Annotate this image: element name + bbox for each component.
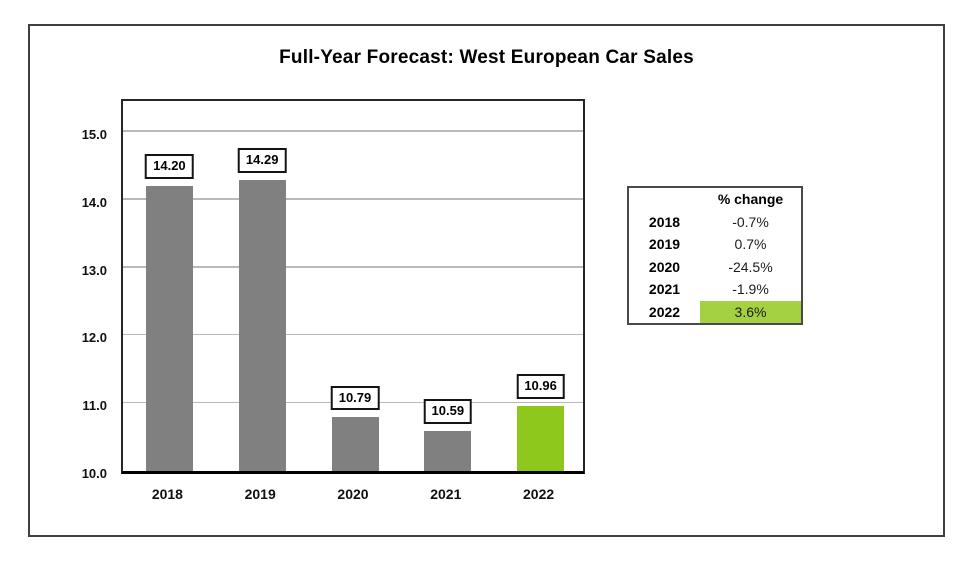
table-year: 2020 xyxy=(648,258,681,275)
pct-change-table: % change 2018 -0.7% 2019 0.7% 2020 -24.5% 2021… xyxy=(627,186,803,325)
table-row-2021: 2021 -1.9% xyxy=(629,278,801,301)
y-tick-label: 14.0 xyxy=(81,194,107,210)
gridline xyxy=(123,266,583,268)
x-tick-label-2018: 2018 xyxy=(151,486,183,502)
table-change-value: 3.6% xyxy=(700,300,801,323)
table-header-row: % change xyxy=(629,188,801,211)
bar-2018 xyxy=(145,186,193,471)
chart-title: Full-Year Forecast: West European Car Sa… xyxy=(279,47,694,68)
table-change-value: 0.7% xyxy=(734,236,767,253)
table-row-2020: 2020 -24.5% xyxy=(629,256,801,279)
table-change-value: -0.7% xyxy=(732,213,769,230)
x-tick-label-2020: 2020 xyxy=(337,486,369,502)
gridline xyxy=(123,333,583,336)
plot-area: 14.20 14.29 10.79 10.59 10.96 xyxy=(121,99,585,474)
bar-value-label-2022: 10.96 xyxy=(516,374,565,399)
y-tick-label: 15.0 xyxy=(81,126,107,142)
table-year: 2019 xyxy=(648,236,681,253)
table-row-2019: 2019 0.7% xyxy=(629,233,801,256)
bar-value-label-2021: 10.59 xyxy=(423,399,473,424)
bar-2022 xyxy=(517,405,565,471)
table-year: 2018 xyxy=(648,213,681,230)
table-year: 2021 xyxy=(648,281,681,298)
table-header-pct-change: % change xyxy=(717,191,784,208)
x-tick-label-2022: 2022 xyxy=(523,486,555,502)
table-change-value: -1.9% xyxy=(732,281,769,298)
table-year: 2022 xyxy=(648,303,681,320)
gridline xyxy=(123,130,583,132)
x-axis-tick-labels: 2018 2019 2020 2021 2022 xyxy=(121,486,585,506)
y-tick-label: 12.0 xyxy=(81,330,107,346)
table-change-value: -24.5% xyxy=(728,258,773,275)
bar-value-label-2020: 10.79 xyxy=(330,385,380,411)
y-axis-tick-labels: 15.0 14.0 13.0 12.0 11.0 10.0 xyxy=(44,99,107,481)
y-tick-label: 10.0 xyxy=(81,466,107,481)
bar-2020 xyxy=(331,417,379,471)
x-tick-label-2019: 2019 xyxy=(244,486,276,502)
bar-value-label-2019: 14.29 xyxy=(237,148,287,174)
table-row-2022: 2022 3.6% xyxy=(629,300,801,323)
y-tick-label: 11.0 xyxy=(82,398,107,414)
y-tick-label: 13.0 xyxy=(81,262,107,278)
bar-2021 xyxy=(424,431,472,471)
x-tick-label-2021: 2021 xyxy=(430,486,462,502)
bar-2019 xyxy=(238,180,286,471)
chart-frame: Full-Year Forecast: West European Car Sa… xyxy=(28,24,945,537)
table-row-2018: 2018 -0.7% xyxy=(629,211,801,234)
gridline xyxy=(123,198,583,200)
bar-value-label-2018: 14.20 xyxy=(145,154,194,180)
